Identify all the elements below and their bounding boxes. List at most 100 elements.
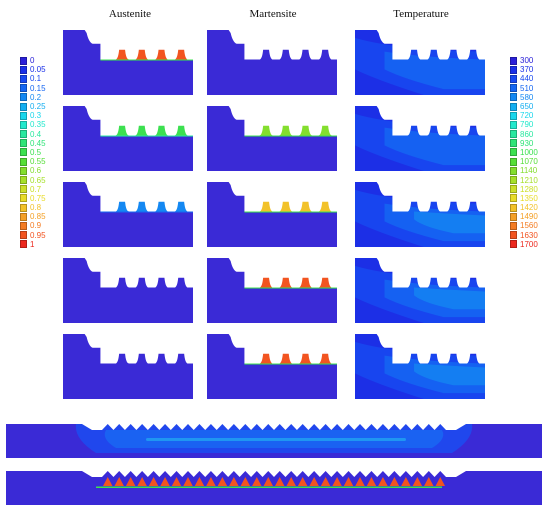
panel-temperature-step-2 <box>355 106 485 171</box>
panel-martensite-step-4 <box>207 258 337 323</box>
legend-swatch <box>20 111 27 120</box>
panel-austenite-step-3 <box>63 182 193 247</box>
legend-swatch <box>510 185 517 194</box>
legend-label: 650 <box>520 102 534 112</box>
legend-label: 1140 <box>520 166 538 176</box>
phase-legend-entry: 0.85 <box>20 212 46 221</box>
legend-swatch <box>510 176 517 185</box>
legend-label: 720 <box>520 111 534 121</box>
legend-swatch <box>20 231 27 240</box>
legend-label: 790 <box>520 120 534 130</box>
phase-legend-entry: 0.6 <box>20 166 46 175</box>
legend-label: 1 <box>30 239 35 249</box>
temperature-legend-entry: 1070 <box>510 157 538 166</box>
legend-swatch <box>20 65 27 74</box>
legend-swatch <box>510 212 517 221</box>
legend-swatch <box>20 148 27 157</box>
legend-label: 0.35 <box>30 120 46 130</box>
legend-label: 0.9 <box>30 221 42 231</box>
legend-label: 510 <box>520 83 534 93</box>
legend-label: 0.5 <box>30 147 42 157</box>
legend-label: 0 <box>30 56 35 66</box>
phase-legend-entry: 0.3 <box>20 111 46 120</box>
legend-swatch <box>510 203 517 212</box>
legend-label: 0.45 <box>30 138 46 148</box>
temperature-legend-entry: 370 <box>510 65 538 74</box>
panel-temperature-step-4 <box>355 258 485 323</box>
phase-legend-entry: 0.65 <box>20 175 46 185</box>
legend-label: 300 <box>520 56 534 66</box>
full-gear-temperature-view <box>6 420 542 458</box>
legend-label: 1490 <box>520 212 538 222</box>
legend-swatch <box>20 166 27 175</box>
legend-swatch <box>510 194 517 203</box>
panel-temperature-step-1 <box>355 30 485 95</box>
panel-martensite-step-1 <box>207 30 337 95</box>
phase-legend-entry: 0.7 <box>20 185 46 194</box>
legend-label: 0.05 <box>30 65 46 75</box>
temperature-legend-entry: 1140 <box>510 166 538 175</box>
legend-swatch <box>510 231 517 240</box>
legend-label: 0.65 <box>30 175 46 185</box>
legend-swatch <box>20 93 27 102</box>
legend-swatch <box>510 130 517 139</box>
phase-legend-entry: 0.75 <box>20 194 46 203</box>
legend-swatch <box>510 56 517 65</box>
legend-swatch <box>510 221 517 230</box>
temperature-legend-entry: 1560 <box>510 221 538 230</box>
legend-swatch <box>510 65 517 74</box>
phase-legend-entry: 0.5 <box>20 148 46 157</box>
temperature-legend-entry: 1000 <box>510 148 538 157</box>
temperature-legend-entry: 510 <box>510 84 538 93</box>
legend-label: 930 <box>520 138 534 148</box>
phase-legend-entry: 0.8 <box>20 203 46 212</box>
legend-label: 0.25 <box>30 102 46 112</box>
column-title-austenite: Austenite <box>108 8 152 20</box>
phase-legend-entry: 0.35 <box>20 120 46 129</box>
panel-austenite-step-4 <box>63 258 193 323</box>
temperature-legend-entry: 1280 <box>510 185 538 194</box>
legend-label: 1350 <box>520 193 538 203</box>
legend-label: 1420 <box>520 203 538 213</box>
legend-swatch <box>20 221 27 230</box>
phase-legend-entry: 0.4 <box>20 130 46 139</box>
full-gear-martensite-view <box>6 467 542 505</box>
temperature-legend-entry: 300 <box>510 56 538 65</box>
legend-swatch <box>20 74 27 83</box>
legend-label: 1210 <box>520 175 538 185</box>
legend-label: 1630 <box>520 230 538 240</box>
phase-legend-entry: 0.95 <box>20 231 46 240</box>
legend-label: 1280 <box>520 184 538 194</box>
legend-label: 0.8 <box>30 203 42 213</box>
legend-swatch <box>20 84 27 93</box>
legend-label: 0.4 <box>30 129 42 139</box>
legend-label: 1560 <box>520 221 538 231</box>
phase-legend-entry: 0.9 <box>20 221 46 230</box>
legend-swatch <box>510 93 517 102</box>
legend-swatch <box>20 203 27 212</box>
legend-label: 0.2 <box>30 92 42 102</box>
legend-label: 580 <box>520 92 534 102</box>
panel-martensite-step-5 <box>207 334 337 399</box>
legend-swatch <box>510 240 517 249</box>
legend-label: 0.1 <box>30 74 42 84</box>
legend-swatch <box>510 148 517 157</box>
legend-swatch <box>20 120 27 129</box>
legend-swatch <box>20 185 27 194</box>
temperature-legend-entry: 1630 <box>510 231 538 240</box>
temperature-legend-entry: 1420 <box>510 203 538 212</box>
panel-austenite-step-2 <box>63 106 193 171</box>
legend-swatch <box>20 176 27 185</box>
legend-label: 0.3 <box>30 111 42 121</box>
phase-legend-entry: 0.45 <box>20 139 46 148</box>
phase-legend-entry: 0.05 <box>20 65 46 74</box>
panel-austenite-step-5 <box>63 334 193 399</box>
legend-label: 1000 <box>520 147 538 157</box>
panel-austenite-step-1 <box>63 30 193 95</box>
legend-swatch <box>510 74 517 83</box>
legend-swatch <box>510 157 517 166</box>
panel-temperature-step-3 <box>355 182 485 247</box>
temperature-legend-entry: 650 <box>510 102 538 111</box>
legend-swatch <box>510 102 517 111</box>
legend-label: 1700 <box>520 239 538 249</box>
